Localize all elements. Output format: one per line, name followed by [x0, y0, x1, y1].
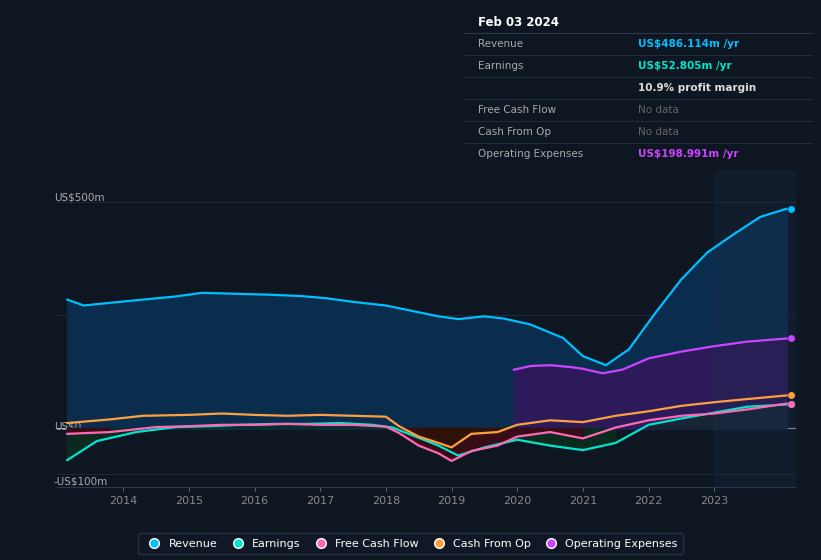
Bar — [714, 171, 796, 487]
Text: No data: No data — [639, 105, 679, 115]
Text: US$486.114m /yr: US$486.114m /yr — [639, 39, 740, 49]
Text: Free Cash Flow: Free Cash Flow — [478, 105, 556, 115]
Text: 10.9% profit margin: 10.9% profit margin — [639, 83, 756, 93]
Text: -US$100m: -US$100m — [54, 477, 108, 487]
Text: Earnings: Earnings — [478, 61, 523, 71]
Text: US$0: US$0 — [54, 422, 81, 432]
Text: Revenue: Revenue — [478, 39, 523, 49]
Legend: Revenue, Earnings, Free Cash Flow, Cash From Op, Operating Expenses: Revenue, Earnings, Free Cash Flow, Cash … — [138, 533, 683, 554]
Text: US$500m: US$500m — [54, 193, 104, 203]
Text: Feb 03 2024: Feb 03 2024 — [478, 16, 559, 29]
Text: Operating Expenses: Operating Expenses — [478, 149, 583, 159]
Text: US$198.991m /yr: US$198.991m /yr — [639, 149, 739, 159]
Text: US$52.805m /yr: US$52.805m /yr — [639, 61, 732, 71]
Text: No data: No data — [639, 127, 679, 137]
Text: Cash From Op: Cash From Op — [478, 127, 551, 137]
